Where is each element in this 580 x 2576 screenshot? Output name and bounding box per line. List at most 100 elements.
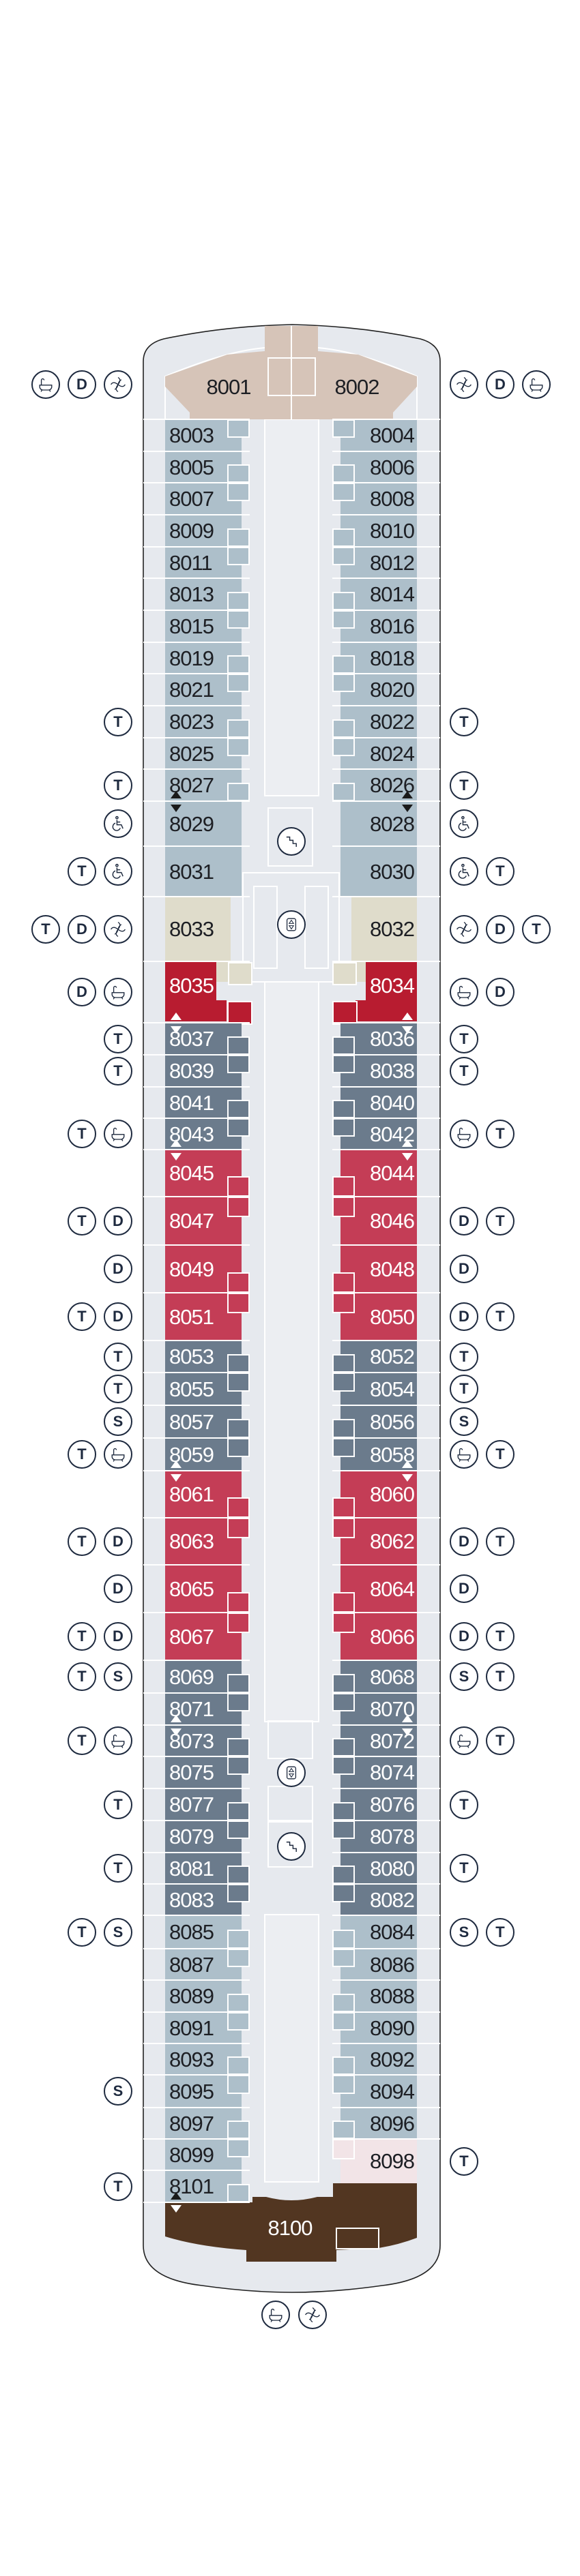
closet-box [227,419,250,438]
cabin-number: 8049 [169,1257,214,1281]
cabin-8031[interactable]: 8031 [165,846,242,897]
cabin-8001[interactable]: 8001 [198,372,259,402]
letter-d-icon: D [450,1302,478,1331]
whirlpool-icon [450,915,478,944]
letter-t-icon: T [450,1343,478,1371]
deck-change-up-arrow-icon [171,1013,182,1020]
cabin-number: 8041 [169,1090,214,1115]
cabin-number: 8097 [169,2111,214,2136]
closet-box [227,1354,250,1373]
cabin-8035[interactable]: 8035 [165,961,216,1009]
cabin-8046[interactable]: 8046 [340,1197,417,1245]
letter-t-icon: T [486,1207,514,1235]
cabin-8066[interactable]: 8066 [340,1613,417,1660]
closet-box [227,547,250,565]
elevator-icon [277,910,306,939]
closet-box [227,610,250,629]
cabin-8004[interactable]: 8004 [340,419,417,451]
closet-box [332,528,355,547]
letter-t-icon: T [68,1527,96,1556]
closet-box [332,1176,355,1197]
cabin-number: 8014 [370,582,415,606]
letter-t-icon: T [68,1302,96,1331]
cabin-8009[interactable]: 8009 [165,515,242,547]
row-divider [332,1883,440,1885]
cabin-number: 8018 [370,646,415,670]
letter-d-icon: D [104,1622,132,1651]
closet-box [332,2012,355,2031]
bathtub-icon [104,1726,132,1755]
cabin-number: 8077 [169,1793,214,1816]
cabin-8011[interactable]: 8011 [165,547,242,578]
bathtub-icon [31,370,60,399]
cabin-number: 8096 [370,2111,415,2136]
letter-d-icon: D [450,1527,478,1556]
row-divider [143,546,250,548]
closet-box [332,1197,355,1217]
letter-t-icon: T [450,2147,478,2176]
closet-box [332,1738,355,1756]
closet-box [332,1438,355,1457]
cabin-8030[interactable]: 8030 [340,846,417,897]
row-divider [143,705,250,706]
row-divider [332,1979,440,1981]
closet-box [228,962,252,985]
cabin-number: 8003 [169,423,214,447]
cabin-8032[interactable]: 8032 [351,897,417,961]
cabin-number: 8046 [370,1209,415,1233]
closet-box [332,464,355,483]
closet-box [332,1354,355,1373]
letter-t-icon: T [68,857,96,886]
closet-box [332,1693,355,1711]
bathtub-icon [104,1120,132,1148]
cabin-number: 8051 [169,1304,214,1329]
deck-change-down-arrow-icon [402,1026,413,1034]
letter-t-icon: T [486,1918,514,1947]
row-divider [332,610,440,611]
cabin-8052[interactable]: 8052 [340,1341,417,1373]
letter-d-icon: D [486,370,514,399]
row-divider [332,1852,440,1853]
letter-t-icon: T [68,1120,96,1148]
row-divider [332,1788,440,1789]
cabin-number: 8010 [370,519,415,543]
closet-box [332,1674,355,1693]
row-divider [143,1372,250,1373]
cabin-8084[interactable]: 8084 [340,1915,417,1949]
cabin-number: 8087 [169,1952,214,1977]
closet-box [332,2075,355,2094]
deck-change-up-arrow-icon [402,1013,413,1020]
cabin-number: 8056 [370,1409,415,1434]
cabin-8034[interactable]: 8034 [366,961,417,1009]
cabin-8002[interactable]: 8002 [326,372,388,402]
letter-t-icon: T [68,1207,96,1235]
row-divider [143,768,250,770]
closet-box [227,1802,250,1821]
cabin-8085[interactable]: 8085 [165,1915,242,1949]
closet-box [227,1738,250,1756]
cabin-8100[interactable]: 8100 [259,2213,321,2243]
closet-box [332,1055,355,1073]
row-divider [332,2043,440,2044]
cabin-8015[interactable]: 8015 [165,610,242,642]
letter-t-icon: T [450,1025,478,1053]
letter-d-icon: D [104,1302,132,1331]
row-divider [143,419,250,420]
bathtub-icon [261,2301,290,2329]
row-divider [143,1852,250,1853]
cabin-8065[interactable]: 8065 [165,1565,242,1613]
closet-box [227,2121,250,2139]
cabin-8033[interactable]: 8033 [165,897,231,961]
cabin-8093[interactable]: 8093 [165,2043,242,2075]
cabin-number: 8092 [370,2047,415,2071]
closet-box [227,655,250,674]
closet-box [227,1100,250,1118]
letter-d-icon: D [68,915,96,944]
closet-box [332,783,355,801]
row-divider [143,1118,250,1119]
closet-box [227,1518,250,1538]
deck-change-down-arrow-icon [171,805,182,812]
letter-t-icon: T [104,1343,132,1371]
closet-box [332,1497,355,1518]
closet-box [227,738,250,756]
